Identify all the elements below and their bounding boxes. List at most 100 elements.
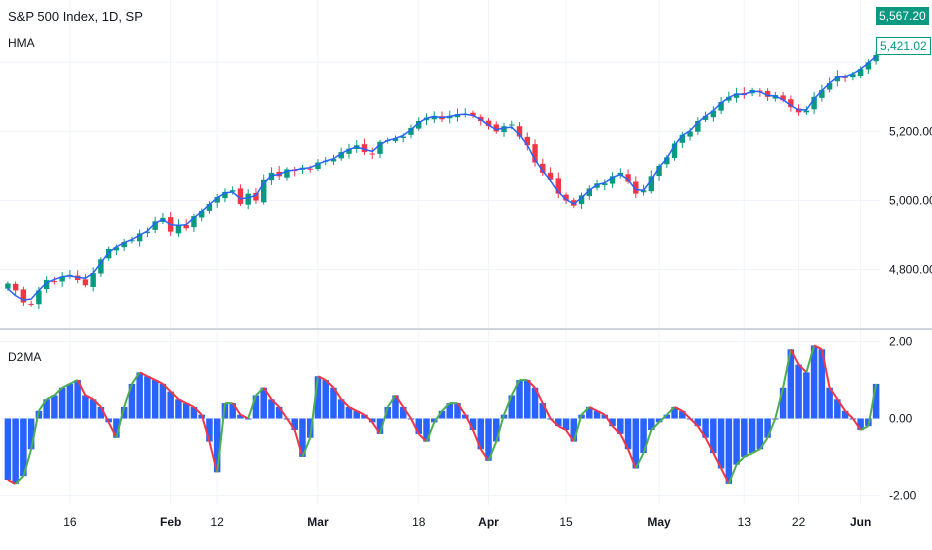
osc-histogram-bar xyxy=(857,418,864,431)
osc-line-segment xyxy=(727,464,738,485)
osc-histogram-bar xyxy=(694,418,702,427)
candle-body xyxy=(733,93,740,98)
candle-body xyxy=(346,148,352,154)
candle-body xyxy=(602,183,608,185)
osc-line-segment xyxy=(867,383,878,427)
osc-line-segment xyxy=(503,395,513,416)
candle-body xyxy=(493,124,499,132)
candle-body xyxy=(687,131,693,137)
osc-histogram-bar xyxy=(399,406,407,419)
candle-body xyxy=(392,138,399,142)
osc-line-segment xyxy=(53,387,63,397)
candle-body xyxy=(702,115,709,120)
osc-histogram-bar xyxy=(640,418,647,454)
osc-line-segment xyxy=(402,406,412,420)
candle-body xyxy=(136,233,143,242)
time-axis-label: 13 xyxy=(738,515,752,529)
candle-body xyxy=(5,283,11,289)
candle-body xyxy=(129,240,135,242)
osc-line-segment xyxy=(69,379,79,385)
osc-line-segment xyxy=(76,379,87,396)
osc-axis-label: 0.00 xyxy=(889,412,913,426)
osc-histogram-bar xyxy=(516,380,523,419)
osc-line-segment xyxy=(860,425,869,431)
time-axis-label: Feb xyxy=(160,515,181,529)
symbol-title[interactable]: S&P 500 Index, 1D, SP xyxy=(8,9,143,24)
osc-line-segment xyxy=(735,456,746,466)
osc-line-segment xyxy=(115,406,126,438)
candle-body xyxy=(152,221,158,230)
osc-histogram-bar xyxy=(361,414,368,419)
candle-body xyxy=(454,114,461,118)
osc-histogram-bar xyxy=(679,410,686,419)
osc-line-segment xyxy=(805,345,816,373)
candle-body xyxy=(144,231,151,234)
candle-body xyxy=(578,195,585,204)
time-axis-label: 16 xyxy=(63,515,77,529)
hma-indicator-label[interactable]: HMA xyxy=(8,36,35,50)
osc-histogram-bar xyxy=(4,418,12,481)
candle-body xyxy=(726,96,732,101)
osc-line-segment xyxy=(410,418,420,435)
osc-line-segment xyxy=(7,479,17,485)
candle-body xyxy=(656,165,662,176)
price-axis-label: 4,800.00 xyxy=(889,263,932,277)
osc-line-segment xyxy=(309,376,319,438)
osc-line-segment xyxy=(596,409,606,416)
osc-line-segment xyxy=(185,402,195,408)
candle-body xyxy=(431,115,437,120)
osc-histogram-bar xyxy=(710,418,717,454)
candle-body xyxy=(206,203,213,211)
osc-histogram-bar xyxy=(826,387,833,419)
candle-body xyxy=(633,181,639,194)
candle-body xyxy=(850,74,856,78)
candle-body xyxy=(516,126,523,137)
osc-histogram-bar xyxy=(446,403,454,419)
time-axis-label: 15 xyxy=(559,515,573,529)
osc-line-segment xyxy=(61,383,71,389)
osc-histogram-bar xyxy=(795,364,802,419)
osc-histogram-bar xyxy=(702,418,709,438)
osc-histogram-bar xyxy=(423,418,430,442)
candle-body xyxy=(121,242,127,248)
osc-histogram-bar xyxy=(555,418,562,427)
candle-body xyxy=(819,89,825,98)
osc-line-segment xyxy=(510,379,521,396)
osc-line-segment xyxy=(479,448,490,462)
osc-line-segment xyxy=(379,406,389,435)
osc-histogram-bar xyxy=(733,418,740,465)
osc-line-segment xyxy=(255,387,265,397)
osc-line-segment xyxy=(681,410,691,420)
osc-histogram-bar xyxy=(376,418,384,434)
candle-body xyxy=(470,112,476,116)
osc-line-segment xyxy=(332,387,343,400)
osc-line-segment xyxy=(278,406,288,420)
osc-histogram-bar xyxy=(128,383,136,419)
candle-body xyxy=(43,280,50,290)
osc-line-segment xyxy=(782,349,792,388)
osc-line-segment xyxy=(743,452,753,458)
osc-histogram-bar xyxy=(779,387,787,419)
osc-histogram-bar xyxy=(632,418,640,469)
osc-line-segment xyxy=(200,414,211,442)
candle-body xyxy=(532,144,538,163)
osc-histogram-bar xyxy=(244,418,252,420)
osc-histogram-bar xyxy=(260,387,267,419)
candle-body xyxy=(20,289,27,303)
osc-histogram-bar xyxy=(430,418,438,423)
osc-line-segment xyxy=(418,433,428,443)
osc-line-segment xyxy=(193,406,203,416)
candle-body xyxy=(586,188,593,197)
osc-line-segment xyxy=(22,448,33,477)
osc-histogram-bar xyxy=(601,414,609,419)
osc-histogram-bar xyxy=(167,391,174,419)
osc-histogram-bar xyxy=(89,399,97,419)
osc-histogram-bar xyxy=(593,410,601,419)
osc-histogram-bar xyxy=(337,399,345,419)
osc-histogram-bar xyxy=(748,418,756,454)
d2ma-indicator-label[interactable]: D2MA xyxy=(8,350,42,364)
osc-histogram-bar xyxy=(291,418,298,431)
osc-histogram-bar xyxy=(151,380,159,419)
osc-histogram-bar xyxy=(810,345,818,419)
